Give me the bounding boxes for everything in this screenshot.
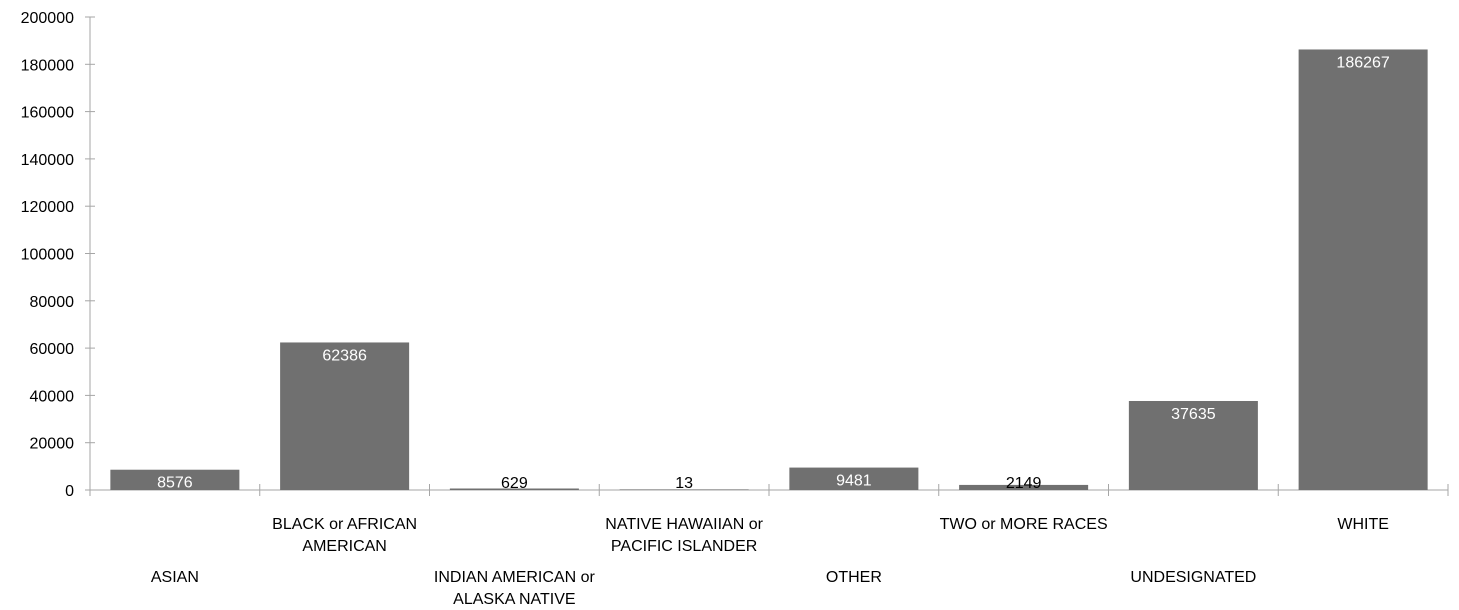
x-tick-label-line: TWO or MORE RACES [940,516,1108,533]
x-tick-label-line: PACIFIC ISLANDER [611,538,757,555]
x-tick-label-line: AMERICAN [302,538,386,555]
bar [789,467,919,490]
x-tick-label: BLACK or AFRICAN AMERICAN [272,516,417,555]
bar [110,469,240,490]
y-axis: 0 20000 40000 60000 80000 100000 120000 140000 1… [21,10,95,500]
y-tick-label: 140000 [21,152,74,169]
x-tick-label-line: ASIAN [151,569,199,586]
y-tick-label: 160000 [21,105,74,122]
category-labels: ASIAN BLACK or AFRICAN AMERICAN INDIAN AMER… [151,516,1389,608]
data-label: 8576 [157,475,193,492]
x-tick-label: INDIAN AMERICAN or ALASKA NATIVE [434,569,596,608]
data-label: 186267 [1336,54,1389,71]
x-tick-label: ASIAN [151,569,199,586]
y-tick-label: 0 [65,483,74,500]
value-labels: 8576 62386 629 13 9481 2149 37635 186267 [157,54,1390,492]
y-tick-label: 40000 [30,388,75,405]
data-label: 37635 [1171,406,1216,423]
y-tick-label: 60000 [30,341,75,358]
bar [1128,400,1258,490]
x-tick-label: TWO or MORE RACES [940,516,1108,533]
bar [1298,49,1428,490]
x-tick-label: OTHER [826,569,882,586]
data-label: 62386 [322,347,367,364]
x-tick-label-line: OTHER [826,569,882,586]
y-tick-label: 180000 [21,57,74,74]
y-tick-label: 80000 [30,294,75,311]
y-tick-label: 100000 [21,247,74,264]
data-label: 9481 [836,473,872,490]
x-tick-label: WHITE [1337,516,1389,533]
x-tick-label: NATIVE HAWAIIAN or PACIFIC ISLANDER [605,516,763,555]
data-label: 629 [501,475,528,492]
bar [449,488,579,490]
x-tick-label-line: BLACK or AFRICAN [272,516,417,533]
bar [619,489,749,490]
y-tick-label: 20000 [30,436,75,453]
x-tick-label-line: NATIVE HAWAIIAN or [605,516,763,533]
x-tick-label-line: WHITE [1337,516,1389,533]
bar [280,342,410,490]
x-tick-label-line: ALASKA NATIVE [453,591,575,608]
y-tick-label: 120000 [21,199,74,216]
data-label: 2149 [1006,475,1042,492]
data-label: 13 [675,475,693,492]
x-tick-label-line: INDIAN AMERICAN or [434,569,596,586]
bar [959,484,1089,490]
x-tick-label-line: UNDESIGNATED [1130,569,1256,586]
y-tick-label: 200000 [21,10,74,27]
bars [110,49,1428,490]
x-tick-label: UNDESIGNATED [1130,569,1256,586]
